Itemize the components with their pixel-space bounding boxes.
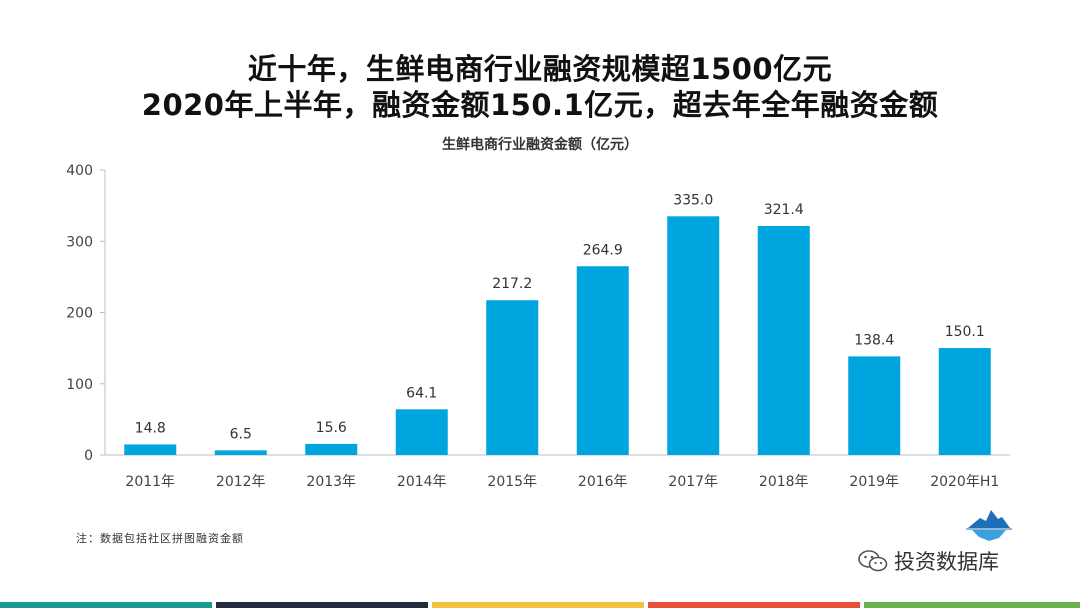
footer-color-segment <box>864 602 1080 608</box>
x-tick-label: 2011年 <box>125 474 175 490</box>
bar <box>214 450 267 455</box>
y-tick-label: 200 <box>66 306 93 322</box>
data-label: 138.4 <box>854 332 894 348</box>
x-tick-label: 2017年 <box>668 474 718 490</box>
x-tick-label: 2020年H1 <box>930 474 999 490</box>
watermark-text: 投资数据库 <box>894 550 999 574</box>
y-tick-label: 400 <box>66 163 93 179</box>
x-tick-label: 2014年 <box>397 474 447 490</box>
x-tick-label: 2019年 <box>849 474 899 490</box>
data-label: 217.2 <box>492 276 532 292</box>
chart-title: 生鲜电商行业融资金额（亿元） <box>442 137 638 153</box>
bar <box>848 356 901 455</box>
x-tick-label: 2015年 <box>487 474 537 490</box>
wechat-icon <box>858 550 888 572</box>
bar <box>305 443 358 455</box>
data-label: 64.1 <box>406 385 437 401</box>
iceberg-logo-icon <box>966 510 1012 541</box>
data-label: 14.8 <box>135 420 166 436</box>
footer-color-segment <box>216 602 428 608</box>
bar <box>486 300 539 455</box>
bar <box>124 444 177 455</box>
bar <box>576 266 629 455</box>
y-tick-label: 100 <box>66 377 93 393</box>
x-tick-label: 2012年 <box>216 474 266 490</box>
slide-title-line2: 2020年上半年，融资金额150.1亿元，超去年全年融资金额 <box>141 88 939 122</box>
footer-color-bar <box>0 602 1080 608</box>
data-label: 15.6 <box>316 420 347 436</box>
y-tick-label: 0 <box>84 448 93 464</box>
data-label: 321.4 <box>764 202 804 218</box>
data-label: 150.1 <box>945 324 985 340</box>
slide-title-line1: 近十年，生鲜电商行业融资规模超1500亿元 <box>247 52 833 86</box>
bar <box>667 216 720 455</box>
x-tick-label: 2013年 <box>306 474 356 490</box>
y-tick-label: 300 <box>66 234 93 250</box>
data-label: 335.0 <box>673 192 713 208</box>
bar <box>757 226 810 455</box>
x-tick-label: 2016年 <box>578 474 628 490</box>
watermark: 投资数据库 <box>858 548 999 574</box>
bar <box>395 409 448 455</box>
footnote: 注：数据包括社区拼图融资金额 <box>76 532 244 545</box>
footer-color-segment <box>648 602 860 608</box>
data-label: 264.9 <box>583 242 623 258</box>
footer-color-segment <box>0 602 212 608</box>
bar <box>938 348 991 455</box>
footer-color-segment <box>432 602 644 608</box>
data-label: 6.5 <box>230 426 252 442</box>
x-tick-label: 2018年 <box>759 474 809 490</box>
